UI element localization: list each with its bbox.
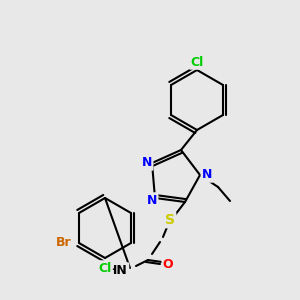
Text: Br: Br (56, 236, 71, 250)
Text: N: N (202, 169, 212, 182)
Text: S: S (165, 213, 175, 227)
Text: HN: HN (107, 263, 128, 277)
Text: N: N (142, 157, 152, 169)
Text: Cl: Cl (190, 56, 204, 68)
Text: N: N (147, 194, 157, 206)
Text: O: O (163, 259, 173, 272)
Text: Cl: Cl (98, 262, 112, 275)
